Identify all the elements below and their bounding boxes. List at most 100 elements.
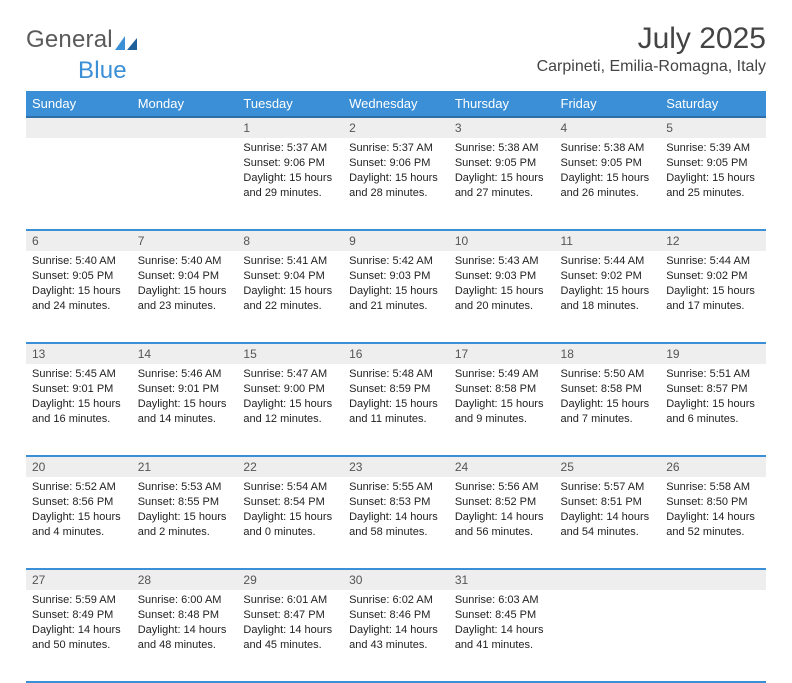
day-cell: [26, 138, 132, 230]
day-number: 4: [555, 117, 661, 138]
day-cell: Sunrise: 5:42 AMSunset: 9:03 PMDaylight:…: [343, 251, 449, 343]
day-number: 18: [555, 343, 661, 364]
week-row: Sunrise: 5:37 AMSunset: 9:06 PMDaylight:…: [26, 138, 766, 230]
day-details: Sunrise: 6:01 AMSunset: 8:47 PMDaylight:…: [237, 590, 343, 658]
month-title: July 2025: [537, 22, 766, 55]
day-number: 31: [449, 569, 555, 590]
day-details: Sunrise: 5:38 AMSunset: 9:05 PMDaylight:…: [449, 138, 555, 206]
brand-logo: General Blue: [26, 26, 137, 85]
day-cell: Sunrise: 5:47 AMSunset: 9:00 PMDaylight:…: [237, 364, 343, 456]
day-number: 29: [237, 569, 343, 590]
day-details: Sunrise: 5:52 AMSunset: 8:56 PMDaylight:…: [26, 477, 132, 545]
day-cell: Sunrise: 5:51 AMSunset: 8:57 PMDaylight:…: [660, 364, 766, 456]
day-cell: Sunrise: 5:38 AMSunset: 9:05 PMDaylight:…: [555, 138, 661, 230]
day-details: Sunrise: 6:00 AMSunset: 8:48 PMDaylight:…: [132, 590, 238, 658]
day-cell: Sunrise: 5:53 AMSunset: 8:55 PMDaylight:…: [132, 477, 238, 569]
day-number: 17: [449, 343, 555, 364]
day-number: 10: [449, 230, 555, 251]
brand-name: General Blue: [26, 26, 137, 85]
day-details: Sunrise: 5:55 AMSunset: 8:53 PMDaylight:…: [343, 477, 449, 545]
week-row: Sunrise: 5:59 AMSunset: 8:49 PMDaylight:…: [26, 590, 766, 682]
day-details: Sunrise: 5:50 AMSunset: 8:58 PMDaylight:…: [555, 364, 661, 432]
day-number: 6: [26, 230, 132, 251]
day-number-row: 2728293031: [26, 569, 766, 590]
day-details: Sunrise: 5:43 AMSunset: 9:03 PMDaylight:…: [449, 251, 555, 319]
day-cell: Sunrise: 6:03 AMSunset: 8:45 PMDaylight:…: [449, 590, 555, 682]
day-details: Sunrise: 6:03 AMSunset: 8:45 PMDaylight:…: [449, 590, 555, 658]
week-row: Sunrise: 5:40 AMSunset: 9:05 PMDaylight:…: [26, 251, 766, 343]
day-details: Sunrise: 5:48 AMSunset: 8:59 PMDaylight:…: [343, 364, 449, 432]
day-number: 14: [132, 343, 238, 364]
day-number: 20: [26, 456, 132, 477]
day-number: [555, 569, 661, 590]
day-number: 5: [660, 117, 766, 138]
day-number-row: 6789101112: [26, 230, 766, 251]
brand-part1: General: [26, 26, 113, 53]
day-number: 19: [660, 343, 766, 364]
day-details: Sunrise: 5:49 AMSunset: 8:58 PMDaylight:…: [449, 364, 555, 432]
day-number: 3: [449, 117, 555, 138]
day-details: Sunrise: 5:40 AMSunset: 9:04 PMDaylight:…: [132, 251, 238, 319]
day-cell: Sunrise: 5:41 AMSunset: 9:04 PMDaylight:…: [237, 251, 343, 343]
day-number: 15: [237, 343, 343, 364]
day-header: Saturday: [660, 91, 766, 117]
day-number: 11: [555, 230, 661, 251]
day-cell: Sunrise: 6:02 AMSunset: 8:46 PMDaylight:…: [343, 590, 449, 682]
day-header: Wednesday: [343, 91, 449, 117]
day-details: Sunrise: 5:59 AMSunset: 8:49 PMDaylight:…: [26, 590, 132, 658]
calendar-table: Sunday Monday Tuesday Wednesday Thursday…: [26, 91, 766, 683]
day-number: 2: [343, 117, 449, 138]
week-row: Sunrise: 5:52 AMSunset: 8:56 PMDaylight:…: [26, 477, 766, 569]
day-header: Monday: [132, 91, 238, 117]
day-details: Sunrise: 5:40 AMSunset: 9:05 PMDaylight:…: [26, 251, 132, 319]
day-number: [660, 569, 766, 590]
calendar-body: 12345Sunrise: 5:37 AMSunset: 9:06 PMDayl…: [26, 117, 766, 682]
day-number: 26: [660, 456, 766, 477]
day-cell: Sunrise: 5:46 AMSunset: 9:01 PMDaylight:…: [132, 364, 238, 456]
day-details: Sunrise: 5:37 AMSunset: 9:06 PMDaylight:…: [237, 138, 343, 206]
day-number: 16: [343, 343, 449, 364]
calendar-page: General Blue July 2025 Carpineti, Emilia…: [0, 0, 792, 683]
day-number: 30: [343, 569, 449, 590]
day-details: Sunrise: 5:45 AMSunset: 9:01 PMDaylight:…: [26, 364, 132, 432]
title-block: July 2025 Carpineti, Emilia-Romagna, Ita…: [537, 22, 766, 76]
brand-part2: Blue: [78, 57, 127, 84]
day-header-row: Sunday Monday Tuesday Wednesday Thursday…: [26, 91, 766, 117]
header: General Blue July 2025 Carpineti, Emilia…: [26, 22, 766, 85]
location: Carpineti, Emilia-Romagna, Italy: [537, 58, 766, 76]
day-cell: Sunrise: 5:55 AMSunset: 8:53 PMDaylight:…: [343, 477, 449, 569]
sail-icon: [115, 29, 137, 57]
day-cell: Sunrise: 5:44 AMSunset: 9:02 PMDaylight:…: [555, 251, 661, 343]
day-cell: Sunrise: 5:40 AMSunset: 9:04 PMDaylight:…: [132, 251, 238, 343]
day-number: 7: [132, 230, 238, 251]
day-header: Thursday: [449, 91, 555, 117]
day-details: Sunrise: 5:42 AMSunset: 9:03 PMDaylight:…: [343, 251, 449, 319]
day-number: 8: [237, 230, 343, 251]
day-number: 13: [26, 343, 132, 364]
day-cell: Sunrise: 5:44 AMSunset: 9:02 PMDaylight:…: [660, 251, 766, 343]
day-details: Sunrise: 5:57 AMSunset: 8:51 PMDaylight:…: [555, 477, 661, 545]
day-cell: Sunrise: 5:50 AMSunset: 8:58 PMDaylight:…: [555, 364, 661, 456]
day-number: 21: [132, 456, 238, 477]
day-details: Sunrise: 5:37 AMSunset: 9:06 PMDaylight:…: [343, 138, 449, 206]
day-cell: Sunrise: 5:38 AMSunset: 9:05 PMDaylight:…: [449, 138, 555, 230]
day-number-row: 12345: [26, 117, 766, 138]
day-cell: [555, 590, 661, 682]
day-cell: Sunrise: 5:54 AMSunset: 8:54 PMDaylight:…: [237, 477, 343, 569]
day-cell: Sunrise: 5:40 AMSunset: 9:05 PMDaylight:…: [26, 251, 132, 343]
day-cell: [132, 138, 238, 230]
day-details: Sunrise: 5:44 AMSunset: 9:02 PMDaylight:…: [555, 251, 661, 319]
day-cell: Sunrise: 5:37 AMSunset: 9:06 PMDaylight:…: [343, 138, 449, 230]
day-cell: Sunrise: 5:59 AMSunset: 8:49 PMDaylight:…: [26, 590, 132, 682]
day-number: [26, 117, 132, 138]
day-number: 24: [449, 456, 555, 477]
day-number: 9: [343, 230, 449, 251]
day-cell: Sunrise: 5:56 AMSunset: 8:52 PMDaylight:…: [449, 477, 555, 569]
day-number: [132, 117, 238, 138]
day-details: Sunrise: 5:38 AMSunset: 9:05 PMDaylight:…: [555, 138, 661, 206]
day-details: Sunrise: 5:54 AMSunset: 8:54 PMDaylight:…: [237, 477, 343, 545]
day-header: Tuesday: [237, 91, 343, 117]
day-details: Sunrise: 5:51 AMSunset: 8:57 PMDaylight:…: [660, 364, 766, 432]
day-number: 25: [555, 456, 661, 477]
day-number: 1: [237, 117, 343, 138]
